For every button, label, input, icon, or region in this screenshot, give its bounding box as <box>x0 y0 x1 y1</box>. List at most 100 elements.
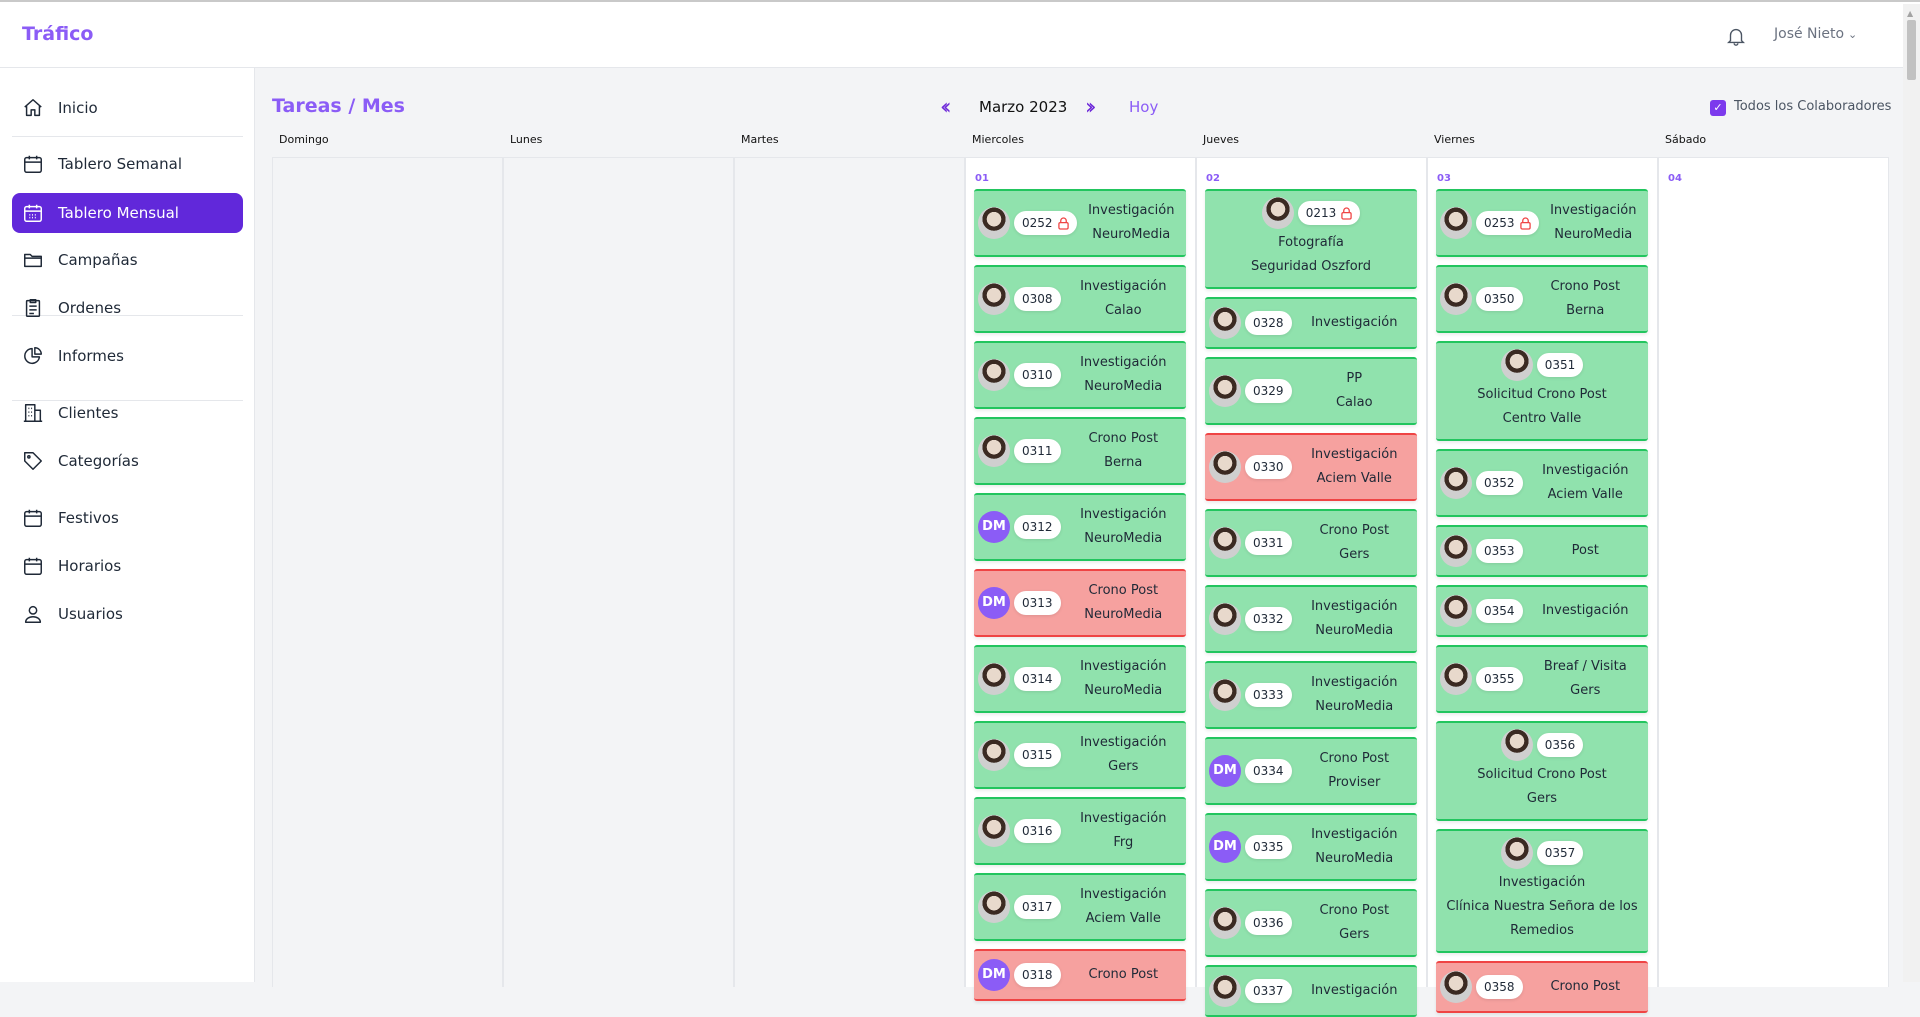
brand-logo[interactable]: Tráfico <box>22 23 94 45</box>
task-description: Fotografía Seguridad Oszford <box>1213 231 1409 279</box>
task-description: Investigación NeuroMedia <box>1061 351 1182 399</box>
task-line: NeuroMedia <box>1554 227 1633 242</box>
sidebar-item-categorías[interactable]: Categorías <box>12 441 243 481</box>
page-scrollbar[interactable]: ▲ <box>1903 4 1920 982</box>
sidebar-item-horarios[interactable]: Horarios <box>12 546 243 586</box>
task-card[interactable]: 0317 Investigación Aciem Valle <box>974 873 1186 941</box>
avatar-photo <box>1209 907 1241 939</box>
calendar-day-cell[interactable] <box>503 157 734 987</box>
sidebar-item-tablero-semanal[interactable]: Tablero Semanal <box>12 144 243 184</box>
calendar-day-cell[interactable] <box>734 157 965 987</box>
scrollbar-thumb[interactable] <box>1907 20 1916 80</box>
task-description: Investigación NeuroMedia <box>1292 595 1413 643</box>
calendar-day-cell[interactable]: 04 <box>1658 157 1889 987</box>
sidebar-item-label: Usuarios <box>58 605 123 623</box>
chevron-down-icon[interactable]: ⌄ <box>1848 28 1858 41</box>
task-card[interactable]: DM 0313 Crono Post NeuroMedia <box>974 569 1186 637</box>
task-card[interactable]: 0333 Investigación NeuroMedia <box>1205 661 1417 729</box>
sidebar-item-campañas[interactable]: Campañas <box>12 240 243 280</box>
task-line: Berna <box>1104 455 1143 470</box>
sidebar-item-usuarios[interactable]: Usuarios <box>12 594 243 634</box>
task-card[interactable]: 0352 Investigación Aciem Valle <box>1436 449 1648 517</box>
task-card[interactable]: 0252 Investigación NeuroMedia <box>974 189 1186 257</box>
browser-top-border <box>0 0 1920 4</box>
user-icon <box>24 605 42 623</box>
task-card[interactable]: 0337 Investigación <box>1205 965 1417 1017</box>
all-collaborators-label[interactable]: Todos los Colaboradores <box>1734 99 1892 114</box>
task-card[interactable]: 0316 Investigación Frg <box>974 797 1186 865</box>
all-collaborators-checkbox[interactable]: ✓ <box>1710 100 1726 116</box>
task-line: Crono Post <box>1550 979 1621 994</box>
avatar-photo <box>1500 349 1533 381</box>
task-card[interactable]: DM 0318 Crono Post <box>974 949 1186 1001</box>
next-month-button[interactable]: ›› <box>1085 95 1096 120</box>
task-card[interactable]: DM 0334 Crono Post Proviser <box>1205 737 1417 805</box>
sidebar-item-ordenes[interactable]: Ordenes <box>12 288 243 328</box>
task-card[interactable]: 0336 Crono Post Gers <box>1205 889 1417 957</box>
task-number: 0312 <box>1022 520 1053 534</box>
task-description: Investigación Frg <box>1061 807 1182 855</box>
task-line: Crono Post <box>1088 583 1159 598</box>
avatar-photo <box>978 435 1010 467</box>
sidebar-item-tablero-mensual[interactable]: Tablero Mensual <box>12 193 243 233</box>
calendar-day-cell[interactable]: 03 0253 Investigación NeuroMedia 0350 Crono P… <box>1427 157 1658 1013</box>
calendar-day-cell[interactable]: 02 0213 Fotografía Seguridad Oszford 0328 Inv… <box>1196 157 1427 1017</box>
task-card[interactable]: 0311 Crono Post Berna <box>974 417 1186 485</box>
day-number: 03 <box>1437 173 1451 184</box>
task-card[interactable]: 0332 Investigación NeuroMedia <box>1205 585 1417 653</box>
task-card[interactable]: 0315 Investigación Gers <box>974 721 1186 789</box>
task-line: NeuroMedia <box>1084 683 1163 698</box>
task-line: Calao <box>1104 303 1142 318</box>
calendar-day-cell[interactable]: 01 0252 Investigación NeuroMedia 0308 Investi… <box>965 157 1196 1001</box>
task-card[interactable]: 0353 Post <box>1436 525 1648 577</box>
user-menu[interactable]: José Nieto <box>1774 26 1845 42</box>
task-description: Crono Post NeuroMedia <box>1061 579 1182 627</box>
task-card[interactable]: 0253 Investigación NeuroMedia <box>1436 189 1648 257</box>
sidebar-item-label: Categorías <box>58 452 139 470</box>
sidebar-item-inicio[interactable]: Inicio <box>12 88 243 128</box>
task-number: 0355 <box>1484 672 1515 686</box>
task-card[interactable]: 0355 Breaf / Visita Gers <box>1436 645 1648 713</box>
day-header-viernes: Viernes <box>1434 133 1475 146</box>
task-line: Crono Post <box>1088 431 1159 446</box>
task-card[interactable]: 0328 Investigación <box>1205 297 1417 349</box>
task-card[interactable]: 0358 Crono Post <box>1436 961 1648 1013</box>
sidebar-item-festivos[interactable]: Festivos <box>12 498 243 538</box>
bell-icon[interactable] <box>1725 24 1747 48</box>
task-card[interactable]: 0357 Investigación Clínica Nuestra Señora … <box>1436 829 1648 953</box>
task-card[interactable]: 0330 Investigación Aciem Valle <box>1205 433 1417 501</box>
tag-icon <box>24 452 42 470</box>
sidebar-item-clientes[interactable]: Clientes <box>12 393 243 433</box>
task-line: NeuroMedia <box>1315 851 1394 866</box>
task-card[interactable]: 0329 PP Calao <box>1205 357 1417 425</box>
task-line: Gers <box>1339 927 1370 942</box>
task-number: 0333 <box>1253 688 1284 702</box>
task-card[interactable]: DM 0335 Investigación NeuroMedia <box>1205 813 1417 881</box>
task-line: Investigación <box>1311 827 1398 842</box>
task-number-badge: 0253 <box>1476 211 1539 235</box>
sidebar-item-informes[interactable]: Informes <box>12 336 243 376</box>
task-card[interactable]: 0308 Investigación Calao <box>974 265 1186 333</box>
calendar-day-cell[interactable] <box>272 157 503 987</box>
task-card[interactable]: 0331 Crono Post Gers <box>1205 509 1417 577</box>
task-card[interactable]: 0213 Fotografía Seguridad Oszford <box>1205 189 1417 289</box>
task-card[interactable]: 0354 Investigación <box>1436 585 1648 637</box>
task-number-badge: 0336 <box>1245 911 1292 935</box>
today-button[interactable]: Hoy <box>1129 98 1159 116</box>
task-line: Centro Valle <box>1502 411 1582 426</box>
task-card[interactable]: DM 0312 Investigación NeuroMedia <box>974 493 1186 561</box>
task-description: Investigación <box>1292 979 1413 1003</box>
task-card[interactable]: 0314 Investigación NeuroMedia <box>974 645 1186 713</box>
task-number: 0315 <box>1022 748 1053 762</box>
task-line: Investigación <box>1080 279 1167 294</box>
prev-month-button[interactable]: ‹‹ <box>940 95 951 120</box>
task-card[interactable]: 0356 Solicitud Crono Post Gers <box>1436 721 1648 821</box>
task-card[interactable]: 0350 Crono Post Berna <box>1436 265 1648 333</box>
avatar-initials: DM <box>978 959 1010 991</box>
task-number-badge: 0334 <box>1245 759 1292 783</box>
task-description: Investigación NeuroMedia <box>1539 199 1644 247</box>
task-card[interactable]: 0310 Investigación NeuroMedia <box>974 341 1186 409</box>
task-card[interactable]: 0351 Solicitud Crono Post Centro Valle <box>1436 341 1648 441</box>
sidebar-divider <box>12 400 243 401</box>
task-number-badge: 0333 <box>1245 683 1292 707</box>
